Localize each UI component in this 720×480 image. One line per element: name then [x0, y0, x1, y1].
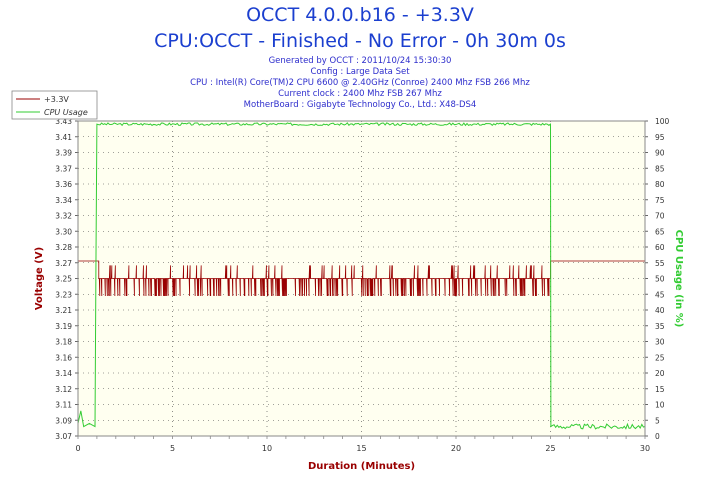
info-config: Config : Large Data Set	[310, 67, 410, 77]
y-tick-label: 3.14	[55, 369, 72, 378]
y-axis-label: Voltage (V)	[34, 247, 45, 310]
y-tick-label: 3.12	[55, 385, 72, 394]
series-group	[77, 122, 646, 430]
y-tick-label: 3.07	[55, 432, 72, 441]
info-clock: Current clock : 2400 Mhz FSB 267 Mhz	[278, 89, 442, 99]
x-tick-label: 15	[356, 444, 366, 453]
y-tick-label: 3.09	[55, 416, 72, 425]
y2-tick-label: 20	[655, 369, 665, 378]
y2-tick-label: 35	[655, 322, 665, 331]
legend: +3.3V CPU Usage	[11, 90, 98, 120]
y2-tick-label: 90	[655, 149, 665, 158]
legend-label-cpu: CPU Usage	[44, 108, 88, 117]
y-tick-label: 3.27	[55, 259, 72, 268]
x-tick-label: 5	[170, 444, 175, 453]
plot-border	[77, 120, 646, 437]
x-axis-label: Duration (Minutes)	[308, 461, 415, 472]
axis-ticks: 3.07 03.09 53.11 103.12 153.14 203.16 253.18 30…	[55, 117, 669, 453]
chart-subtitle: CPU:OCCT - Finished - No Error - 0h 30m …	[154, 30, 566, 52]
y-tick-label: 3.34	[55, 196, 72, 205]
x-tick-label: 25	[545, 444, 555, 453]
y-tick-label: 3.11	[55, 401, 72, 410]
y2-axis-label: CPU Usage (in %)	[673, 230, 684, 328]
y-tick-label: 3.18	[55, 338, 72, 347]
y2-tick-label: 50	[655, 275, 665, 284]
y-tick-label: 3.39	[55, 149, 72, 158]
y2-tick-label: 60	[655, 243, 665, 252]
y-tick-label: 3.23	[55, 290, 72, 299]
y2-tick-label: 10	[655, 401, 665, 410]
info-cpu: CPU : Intel(R) Core(TM)2 CPU 6600 @ 2.40…	[190, 78, 530, 88]
info-motherboard: MotherBoard : Gigabyte Technology Co., L…	[243, 100, 477, 110]
legend-box	[11, 90, 98, 120]
y-tick-label: 3.30	[55, 227, 72, 236]
info-generated: Generated by OCCT : 2011/10/24 15:30:30	[268, 56, 452, 66]
y2-tick-label: 15	[655, 385, 665, 394]
y2-tick-label: 30	[655, 338, 665, 347]
y2-tick-label: 25	[655, 353, 665, 362]
y-tick-label: 3.43	[55, 117, 72, 126]
y2-tick-label: 95	[655, 133, 665, 142]
y2-tick-label: 0	[655, 432, 660, 441]
y2-tick-label: 45	[655, 290, 665, 299]
y2-tick-label: 70	[655, 212, 665, 221]
y-tick-label: 3.19	[55, 322, 72, 331]
y2-tick-label: 75	[655, 196, 665, 205]
y-tick-label: 3.32	[55, 212, 72, 221]
x-tick-label: 10	[262, 444, 272, 453]
series-voltage-line	[78, 260, 645, 297]
y-tick-label: 3.25	[55, 275, 72, 284]
series-cpu-line	[77, 122, 646, 430]
y2-tick-label: 65	[655, 227, 665, 236]
legend-label-voltage: +3.3V	[44, 95, 69, 104]
x-tick-label: 20	[451, 444, 461, 453]
y-tick-label: 3.28	[55, 243, 72, 252]
chart-title: OCCT 4.0.0.b16 - +3.3V	[246, 4, 474, 26]
x-tick-label: 0	[75, 444, 80, 453]
y2-tick-label: 5	[655, 416, 660, 425]
x-tick-label: 30	[640, 444, 650, 453]
y2-tick-label: 55	[655, 259, 665, 268]
y-tick-label: 3.36	[55, 180, 72, 189]
y-tick-label: 3.41	[55, 133, 72, 142]
y-tick-label: 3.37	[55, 164, 72, 173]
y-tick-label: 3.16	[55, 353, 72, 362]
y-tick-label: 3.21	[55, 306, 72, 315]
y2-tick-label: 100	[655, 117, 670, 126]
y2-tick-label: 85	[655, 164, 665, 173]
y2-tick-label: 80	[655, 180, 665, 189]
y2-tick-label: 40	[655, 306, 665, 315]
